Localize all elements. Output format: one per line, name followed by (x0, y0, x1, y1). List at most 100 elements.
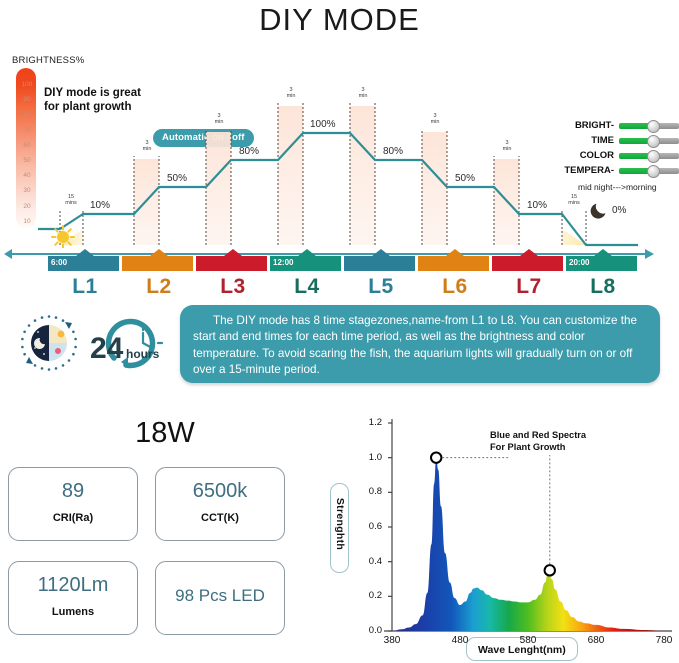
slider-knob[interactable] (647, 135, 660, 148)
control-sliders-group: BRIGHT- TIME COLOR TEMPERA- (505, 118, 679, 178)
peak-marker-red-peak (543, 564, 556, 577)
slider-track-filled (619, 137, 653, 144)
slider-control-1[interactable] (619, 135, 679, 148)
ramp-label-3-bottom: min (214, 119, 224, 125)
timeline-segment-l1[interactable]: 6:00 (48, 249, 119, 271)
timeline-segment-l5[interactable] (344, 249, 415, 271)
ramp-label-1-bottom: mins (65, 200, 77, 206)
brightness-thermometer-icon (16, 68, 36, 228)
slider-row-tempera[interactable]: TEMPERA- (505, 163, 679, 178)
ramp-label-6: 3 min (423, 113, 447, 125)
chart-annotation: Blue and Red Spectra For Plant Growth (490, 429, 586, 453)
slider-label-3: TEMPERA- (564, 165, 614, 176)
ramp-label-1: 15 mins (59, 194, 83, 206)
ramp-label-8-top: 15 (570, 194, 578, 200)
brightness-tick-30: 30 (23, 187, 31, 195)
pct-label-l4: 100% (310, 119, 336, 130)
timeline-segment-l4[interactable]: 12:00 (270, 249, 341, 271)
segment-bump-icon (150, 249, 168, 256)
brightness-tick-70: 70 (23, 126, 31, 134)
promo-line-2: for plant growth (44, 101, 132, 113)
brightness-tick-10: 10 (23, 217, 31, 225)
brightness-curve-plot: 10% 50% 80% 100% 80% 50% 10% 0% 15 mins … (38, 60, 638, 248)
slider-knob[interactable] (647, 150, 660, 163)
slider-track-empty (655, 167, 679, 174)
ramp-label-2-top: 3 (145, 140, 149, 146)
segment-bump-icon (520, 249, 538, 256)
timeline-segment-l6[interactable] (418, 249, 489, 271)
ramp-label-8-bottom: mins (568, 200, 580, 206)
clock-unit: hours (126, 347, 160, 361)
chart-peak-markers (430, 451, 556, 577)
spectrum-plot-svg (384, 419, 672, 632)
brightness-curve-line (38, 131, 638, 247)
spec-box-cri: 89 CRI(Ra) (8, 467, 138, 541)
spec-caption-cri: CRI(Ra) (52, 512, 94, 524)
segment-time-l1: 6:00 (51, 258, 68, 267)
chart-y-tickmarks (388, 422, 392, 632)
pct-label-l7: 10% (527, 200, 548, 211)
segment-time-l4: 12:00 (273, 258, 294, 267)
stage-label-l2: L2 (146, 275, 172, 298)
ramp-label-5-bottom: min (358, 93, 368, 99)
slider-track-empty (655, 152, 679, 159)
pct-label-l5: 80% (383, 146, 404, 157)
slider-label-2: COLOR (579, 150, 614, 161)
slider-control-0[interactable] (619, 120, 679, 133)
peak-marker-blue-peak (430, 451, 443, 464)
ramp-label-4-top: 3 (289, 87, 293, 93)
chart-x-tick-380: 380 (383, 635, 401, 646)
slider-track-empty (655, 122, 679, 129)
24-hours-clock-icon: 24 hours (90, 318, 164, 369)
timeline-segment-l3[interactable] (196, 249, 267, 271)
brightness-tick-50: 50 (23, 157, 31, 164)
moon-icon (590, 203, 606, 219)
chart-y-tick-1.0: 1.0 (368, 451, 382, 463)
pct-label-l8: 0% (612, 205, 627, 216)
ramp-label-2-bottom: min (142, 146, 152, 152)
ramp-label-1-top: 15 (67, 194, 75, 200)
spec-section: 18W 89 CRI(Ra) 6500k CCT(K) 1120Lm Lumen… (0, 405, 330, 663)
chart-x-axis-label-text: Wave Lenght(nm) (478, 644, 566, 656)
stage-label-l7: L7 (516, 275, 542, 298)
slider-label-0: BRIGHT- (574, 120, 614, 131)
diy-timeline-diagram: BRIGHTNESS% 100 90 80 70 60 50 40 30 20 10 DIY mo… (0, 50, 679, 298)
chart-annotation-line-1: Blue and Red Spectra (490, 430, 587, 440)
ramp-label-2: 3 min (135, 140, 159, 152)
slider-row-time[interactable]: TIME (505, 133, 679, 148)
stage-label-l6: L6 (442, 275, 468, 298)
timeline-axis (8, 253, 648, 255)
timeline-segment-l8[interactable]: 20:00 (566, 249, 637, 271)
slider-track-filled (619, 122, 653, 129)
ramp-label-8: 15 mins (562, 194, 586, 206)
chart-x-tick-580: 580 (519, 635, 537, 646)
stage-label-l4: L4 (294, 275, 320, 298)
pct-label-l1: 10% (90, 200, 111, 211)
pct-label-l6: 50% (455, 173, 476, 184)
slider-knob[interactable] (647, 165, 660, 178)
segment-bump-icon (224, 249, 242, 256)
timeline-segment-l7[interactable] (492, 249, 563, 271)
info-text: The DIY mode has 8 time stagezones,name-… (193, 314, 638, 377)
slider-row-bright[interactable]: BRIGHT- (505, 118, 679, 133)
chart-y-tick-0.2: 0.2 (368, 590, 382, 602)
brightness-tick-20: 20 (23, 202, 31, 210)
chart-x-tick-680: 680 (587, 635, 605, 646)
page-title: DIY MODE (259, 2, 420, 37)
brightness-axis-label: BRIGHTNESS% (12, 55, 85, 66)
slider-row-color[interactable]: COLOR (505, 148, 679, 163)
slider-control-2[interactable] (619, 150, 679, 163)
clock-number: 24 (90, 332, 124, 365)
timeline-segment-l2[interactable] (122, 249, 193, 271)
slider-track-empty (655, 137, 679, 144)
ramp-label-4: 3 min (279, 87, 303, 99)
axis-arrow-right-icon (645, 248, 654, 259)
spec-caption-cct: CCT(K) (201, 512, 239, 524)
slider-knob[interactable] (647, 120, 660, 133)
segment-bump-icon (76, 249, 94, 256)
midnight-note: mid night--->morning (578, 182, 657, 192)
power-label: 18W (135, 417, 195, 449)
slider-control-3[interactable] (619, 165, 679, 178)
brightness-tick-40: 40 (23, 172, 31, 180)
ramp-label-7-top: 3 (505, 140, 509, 146)
